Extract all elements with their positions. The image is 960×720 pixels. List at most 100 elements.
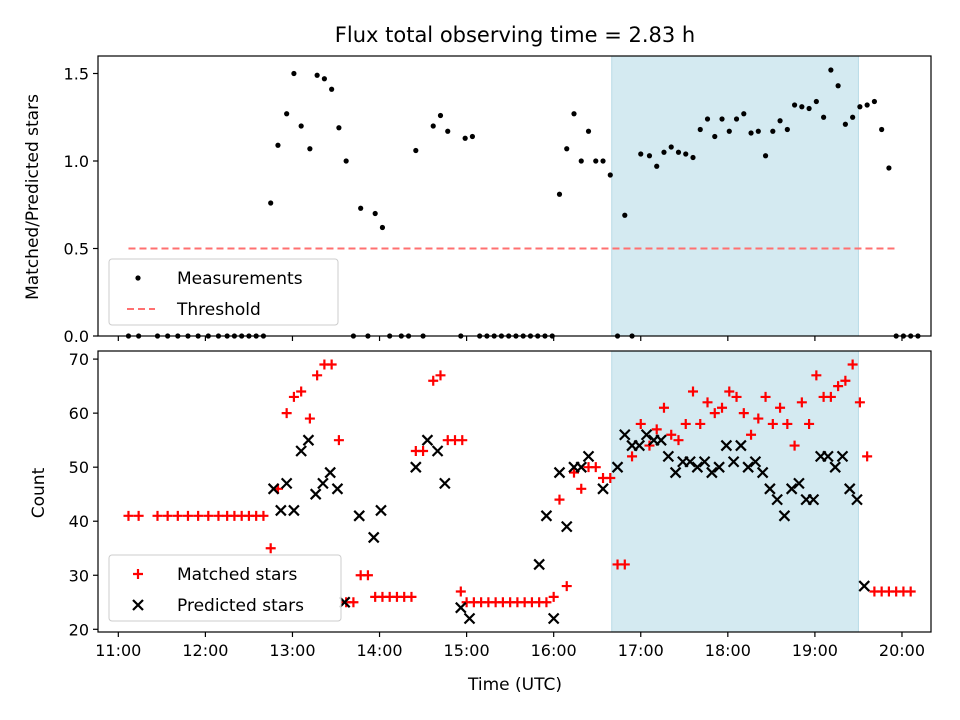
top-highlight-span: [611, 55, 859, 337]
bottom-series-1-point-50: [764, 483, 776, 495]
top-series-0-point-71: [690, 154, 696, 161]
bottom-series-0-point-24: [333, 435, 344, 446]
bottom-series-0-point-72: [673, 435, 684, 446]
bottom-series-1-point-61: [843, 483, 856, 495]
bottom-series-1-point-47: [742, 461, 754, 473]
bottom-series-0-point-94: [833, 381, 844, 392]
bottom-series-1-point-22: [547, 612, 560, 625]
bottom-series-1-point-3: [288, 504, 300, 517]
bottom-series-0-point-36: [418, 445, 429, 456]
bottom-y-tick-label-5: 70: [69, 350, 89, 369]
bottom-series-1-point-59: [829, 461, 841, 473]
bottom-series-1-point-35: [655, 434, 667, 446]
bottom-series-0-point-17: [281, 408, 292, 419]
bottom-series-0-point-20: [304, 413, 315, 424]
bottom-x-tick-label-9: 20:00: [879, 641, 925, 660]
bottom-series-1-point-4: [295, 445, 307, 457]
bottom-series-1-point-48: [749, 456, 762, 468]
top-series-0-point-65: [646, 153, 653, 159]
top-series-0-point-78: [741, 111, 747, 117]
bottom-series-0-point-56: [554, 494, 565, 505]
top-series-0-point-67: [661, 149, 667, 155]
top-legend-label-0: Measurements: [177, 269, 303, 289]
bottom-series-0-point-67: [635, 418, 646, 429]
bottom-series-1-point-14: [410, 461, 422, 473]
bottom-series-0-point-69: [651, 424, 662, 435]
top-series-0-point-92: [842, 121, 848, 127]
top-legend-marker-0: [135, 275, 141, 281]
bottom-series-0-point-90: [804, 418, 815, 429]
bottom-series-1-point-28: [597, 483, 609, 495]
top-series-0-point-68: [668, 144, 674, 150]
bottom-series-1-point-54: [793, 477, 805, 490]
bottom-series-1-point-12: [367, 531, 380, 544]
top-series-0-point-22: [321, 76, 327, 82]
bottom-legend-label-0: Matched stars: [177, 565, 297, 585]
bottom-series-0: [123, 359, 916, 608]
top-y-tick-label-1: 0.5: [64, 240, 89, 259]
bottom-series-1-point-18: [455, 601, 467, 614]
bottom-series-0-point-63: [605, 472, 616, 483]
bottom-series-0-point-14: [258, 510, 269, 521]
bottom-highlight-span: [611, 350, 859, 633]
top-legend-box: [108, 258, 339, 326]
top-axes-frame: [97, 55, 932, 337]
top-series-0-point-15: [268, 200, 274, 206]
bottom-series-0-point-26: [348, 597, 359, 608]
top-y-axis-label: Matched/Predicted stars: [23, 94, 43, 300]
bottom-y-tick-label-2: 40: [69, 512, 89, 531]
bottom-y-axis-label: Count: [29, 467, 49, 518]
bottom-series-1-point-39: [684, 456, 696, 468]
bottom-series-0-point-98: [862, 451, 873, 462]
bottom-x-tick-label-2: 13:00: [269, 641, 315, 660]
bottom-series-1-point-43: [713, 461, 725, 473]
bottom-series-1-point-1: [275, 504, 287, 517]
bottom-series-1-point-40: [691, 461, 704, 473]
top-series-0-point-54: [564, 146, 570, 152]
bottom-series-0-point-81: [738, 408, 749, 419]
bottom-series-1-point-17: [439, 477, 451, 490]
top-series-0-point-73: [704, 116, 711, 122]
bottom-series-1-point-7: [317, 477, 329, 490]
top-series-0-point-94: [857, 104, 863, 110]
bottom-series-1-point-30: [619, 428, 631, 441]
top-series-0-point-40: [462, 135, 468, 141]
bottom-series-1-point-21: [540, 510, 553, 522]
top-series-0-point-66: [654, 163, 660, 169]
bottom-series-1-point-19: [463, 612, 476, 625]
bottom-series-0-point-6: [193, 510, 204, 521]
top-series-0-point-34: [413, 147, 419, 154]
top-series-0-point-98: [886, 165, 892, 171]
bottom-series-1-point-24: [560, 520, 573, 533]
bottom-series-0-point-37: [428, 375, 439, 386]
bottom-series-0-point-0: [123, 510, 134, 521]
bottom-series-1-point-33: [640, 428, 653, 441]
bottom-series-0-point-91: [811, 370, 822, 381]
bottom-series-0-point-38: [435, 370, 446, 381]
top-series-0-point-81: [762, 153, 769, 159]
bottom-series-1-point-60: [836, 450, 849, 463]
top-series-0-point-17: [284, 111, 290, 117]
bottom-series-0-point-15: [265, 543, 276, 554]
bottom-series-0-point-34: [406, 591, 417, 602]
bottom-series-0-point-73: [680, 418, 691, 429]
bottom-series-0-point-89: [796, 397, 807, 408]
bottom-series-0-point-65: [619, 559, 630, 570]
top-series-0-point-23: [329, 86, 335, 92]
bottom-series-0-point-93: [825, 391, 836, 402]
bottom-series-1-point-53: [785, 483, 798, 495]
bottom-x-tick-label-7: 18:00: [705, 641, 751, 660]
bottom-series-1-point-29: [611, 461, 624, 473]
top-series-0-point-89: [821, 114, 827, 120]
bottom-series-0-point-75: [695, 418, 706, 429]
bottom-series-0-point-3: [162, 510, 173, 521]
top-series-0-point-37: [437, 112, 444, 119]
bottom-series-1-point-36: [662, 450, 675, 463]
bottom-series-0-point-76: [702, 397, 713, 408]
bottom-series-0-point-59: [576, 483, 587, 494]
bottom-series-1-point-49: [756, 466, 769, 479]
bottom-series-0-point-87: [782, 418, 793, 429]
bottom-series-0-point-95: [840, 375, 851, 386]
bottom-series-1-point-16: [431, 445, 444, 457]
top-series-0-point-20: [307, 146, 313, 152]
